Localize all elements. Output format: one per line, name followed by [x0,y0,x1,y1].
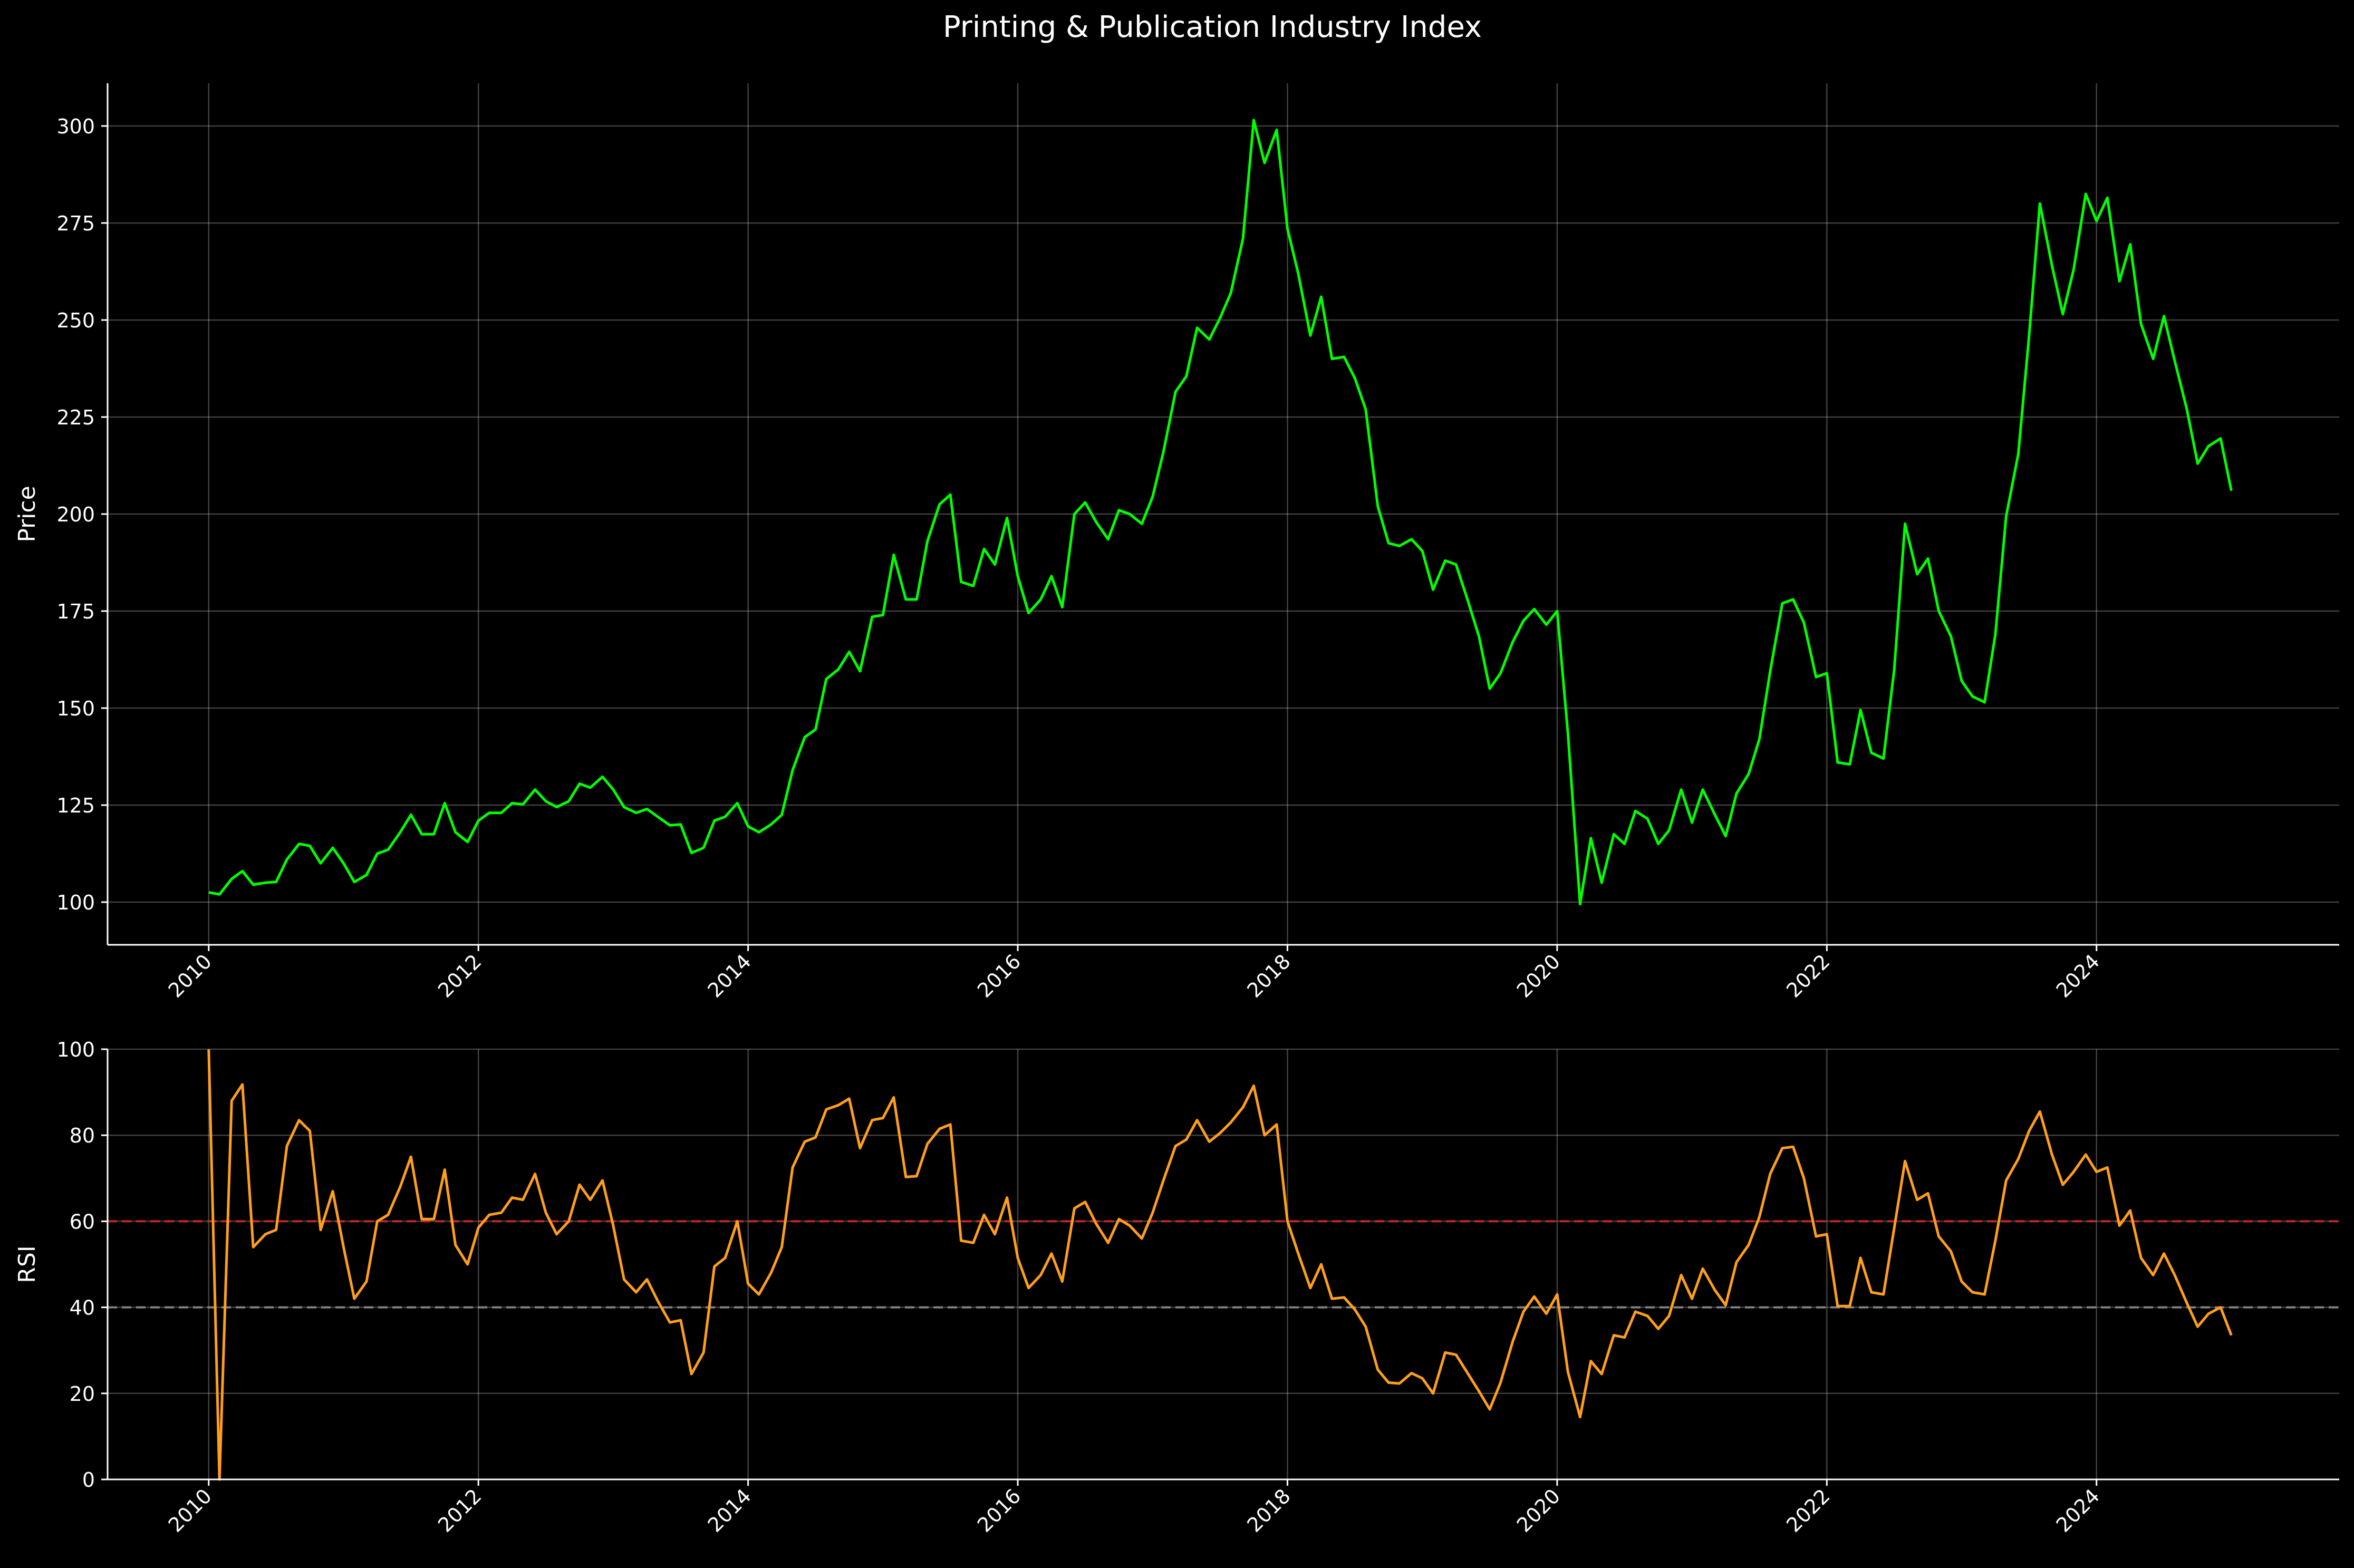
price-y-tick-label: 300 [56,115,95,138]
price-y-tick-label: 125 [56,794,95,817]
rsi-y-axis-label: RSI [14,1245,41,1283]
price-y-tick-label: 275 [56,212,95,235]
price-y-tick-label: 175 [56,600,95,623]
price-series-line [208,119,2233,906]
rsi-y-tick-label: 60 [70,1210,95,1233]
rsi-y-tick-label: 80 [70,1124,95,1147]
chart-title: Printing & Publication Industry Index [943,10,1482,44]
price-y-tick-label: 250 [56,309,95,332]
rsi-y-tick-label: 40 [70,1296,95,1320]
price-y-tick-label: 150 [56,697,95,720]
price-y-tick-label: 225 [56,406,95,429]
rsi-y-tick-label: 100 [56,1038,95,1061]
rsi-y-tick-label: 0 [82,1468,95,1492]
rsi-series-line [207,1049,2233,1481]
price-y-axis-label: Price [14,486,41,542]
price-y-tick-label: 200 [56,503,95,526]
rsi-y-tick-label: 20 [70,1382,95,1406]
price-y-tick-label: 100 [56,891,95,914]
